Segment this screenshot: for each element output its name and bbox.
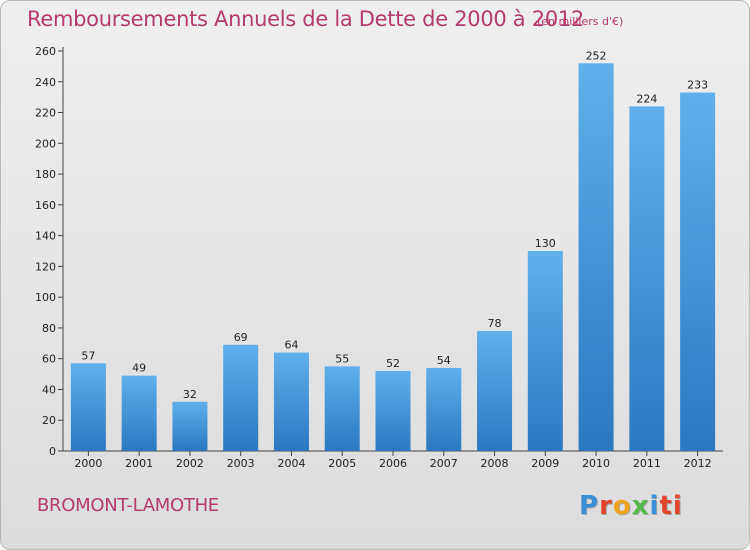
y-tick-label: 200 — [35, 137, 56, 150]
logo-letter: i — [649, 491, 660, 521]
y-tick-label: 240 — [35, 76, 56, 89]
data-label: 32 — [183, 388, 197, 401]
y-tick-label: 40 — [42, 383, 56, 396]
data-label: 64 — [284, 339, 298, 352]
x-tick-label: 2007 — [430, 457, 458, 470]
chart-subtitle: (en milliers d'€) — [537, 15, 624, 28]
bar — [477, 331, 513, 451]
bar — [527, 251, 563, 451]
y-axis: 0 20 40 60 80 100 120 140 160 180 200 220 240 260 — [35, 45, 64, 458]
bar — [375, 371, 411, 451]
x-tick-label: 2006 — [379, 457, 407, 470]
x-tick-label: 2001 — [125, 457, 153, 470]
x-tick-label: 2004 — [277, 457, 305, 470]
commune-name: BROMONT-LAMOTHE — [37, 495, 219, 516]
logo-letter: x — [631, 491, 650, 521]
x-tick-label: 2012 — [684, 457, 712, 470]
y-tick-label: 0 — [49, 445, 56, 458]
data-label: 54 — [437, 354, 451, 367]
bar — [121, 375, 157, 451]
data-label: 69 — [234, 331, 248, 344]
bar — [629, 106, 665, 451]
x-tick-label: 2008 — [481, 457, 509, 470]
y-tick-label: 80 — [42, 322, 56, 335]
y-tick-label: 160 — [35, 199, 56, 212]
x-tick-label: 2000 — [74, 457, 102, 470]
bars: 57 49 32 69 64 55 52 54 78 130 252 224 233 — [70, 49, 716, 452]
x-tick-label: 2002 — [176, 457, 204, 470]
x-tick-label: 2005 — [328, 457, 356, 470]
y-tick-label: 20 — [42, 414, 56, 427]
x-axis: 2000 2001 2002 2003 2004 2005 2006 2007 2008 2009… — [63, 450, 723, 470]
bar — [426, 367, 462, 451]
x-tick-label: 2010 — [582, 457, 610, 470]
x-tick-label: 2003 — [227, 457, 255, 470]
logo-letter: o — [612, 491, 632, 521]
proxiti-logo: Proxiti — [579, 491, 683, 521]
bar — [680, 92, 716, 452]
bar — [578, 63, 614, 452]
bar — [223, 344, 259, 451]
data-label: 55 — [335, 352, 349, 365]
data-label: 57 — [81, 349, 95, 362]
y-tick-label: 220 — [35, 107, 56, 120]
data-label: 130 — [535, 237, 556, 250]
bar — [273, 352, 309, 451]
data-label: 78 — [488, 317, 502, 330]
y-tick-label: 100 — [35, 291, 56, 304]
x-tick-label: 2009 — [531, 457, 559, 470]
data-label: 49 — [132, 362, 146, 375]
data-label: 52 — [386, 357, 400, 370]
y-tick-label: 120 — [35, 260, 56, 273]
y-tick-label: 180 — [35, 168, 56, 181]
bar — [324, 366, 360, 451]
data-label: 252 — [586, 49, 607, 62]
logo-letter: P — [579, 491, 600, 521]
logo-letter: r — [599, 491, 613, 521]
x-tick-label: 2011 — [633, 457, 661, 470]
bar — [172, 401, 208, 451]
y-tick-label: 260 — [35, 45, 56, 58]
y-tick-label: 140 — [35, 230, 56, 243]
data-label: 233 — [687, 79, 708, 92]
logo-letter: ti — [659, 491, 683, 521]
chart-title: Remboursements Annuels de la Dette de 20… — [27, 7, 584, 31]
y-tick-label: 60 — [42, 353, 56, 366]
data-label: 224 — [636, 92, 657, 105]
bar — [70, 363, 106, 451]
